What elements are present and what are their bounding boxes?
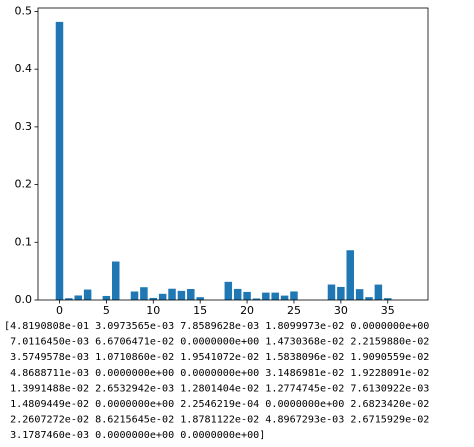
bar [252,298,261,300]
bar [243,291,251,300]
y-tick-label: 0.5 [15,4,33,17]
bar [83,289,92,300]
x-tick-label: 25 [287,304,301,317]
bar [346,250,354,300]
output-line: 7.0116450e-03 6.6706471e-02 0.0000000e+0… [4,337,429,348]
bar [196,297,204,300]
bar [130,291,139,300]
bar [149,297,158,300]
bar [187,288,195,300]
bar [140,287,148,300]
output-line: 4.8688711e-03 0.0000000e+00 0.0000000e+0… [4,368,429,379]
x-tick-label: 0 [56,304,63,317]
bar [271,292,279,300]
y-tick-label: 0.4 [15,62,33,75]
output-line: 2.2607272e-02 8.6215645e-02 1.8781122e-0… [4,415,429,426]
bar [65,298,73,300]
x-tick-label: 10 [146,304,160,317]
bar [384,298,392,300]
bar [365,297,373,300]
x-tick-label: 35 [381,304,395,317]
bar [290,291,298,300]
x-tick-label: 15 [193,304,207,317]
bar [168,288,176,300]
x-tick-label: 20 [240,304,254,317]
bar [280,295,289,300]
bar [327,284,336,300]
bar [74,295,82,300]
bar [262,292,270,300]
bar [102,295,111,300]
bar [337,286,345,300]
bar [224,281,233,300]
bar [55,21,64,301]
axes-frame [37,7,429,301]
output-line: [4.8190808e-01 3.0973565e-03 7.8589628e-… [4,321,429,332]
output-line: 1.4809449e-02 0.0000000e+00 2.2546219e-0… [4,399,429,410]
output-line: 3.5749578e-03 1.0710860e-02 1.9541072e-0… [4,352,429,363]
bar [177,290,186,300]
output-line: 1.3991488e-02 2.6532942e-03 1.2801404e-0… [4,383,429,394]
bar [233,288,242,300]
x-tick-label: 30 [334,304,348,317]
bar [355,289,364,300]
bar [158,293,167,300]
output-line: 3.1787460e-03 0.0000000e+00 0.0000000e+0… [4,430,265,441]
y-tick-label: 0.2 [15,178,33,191]
y-tick-label: 0.0 [15,293,33,306]
bar [112,261,120,300]
y-tick-label: 0.3 [15,120,33,133]
y-tick-label: 0.1 [15,235,33,248]
bar [374,284,383,300]
x-tick-label: 5 [103,304,110,317]
